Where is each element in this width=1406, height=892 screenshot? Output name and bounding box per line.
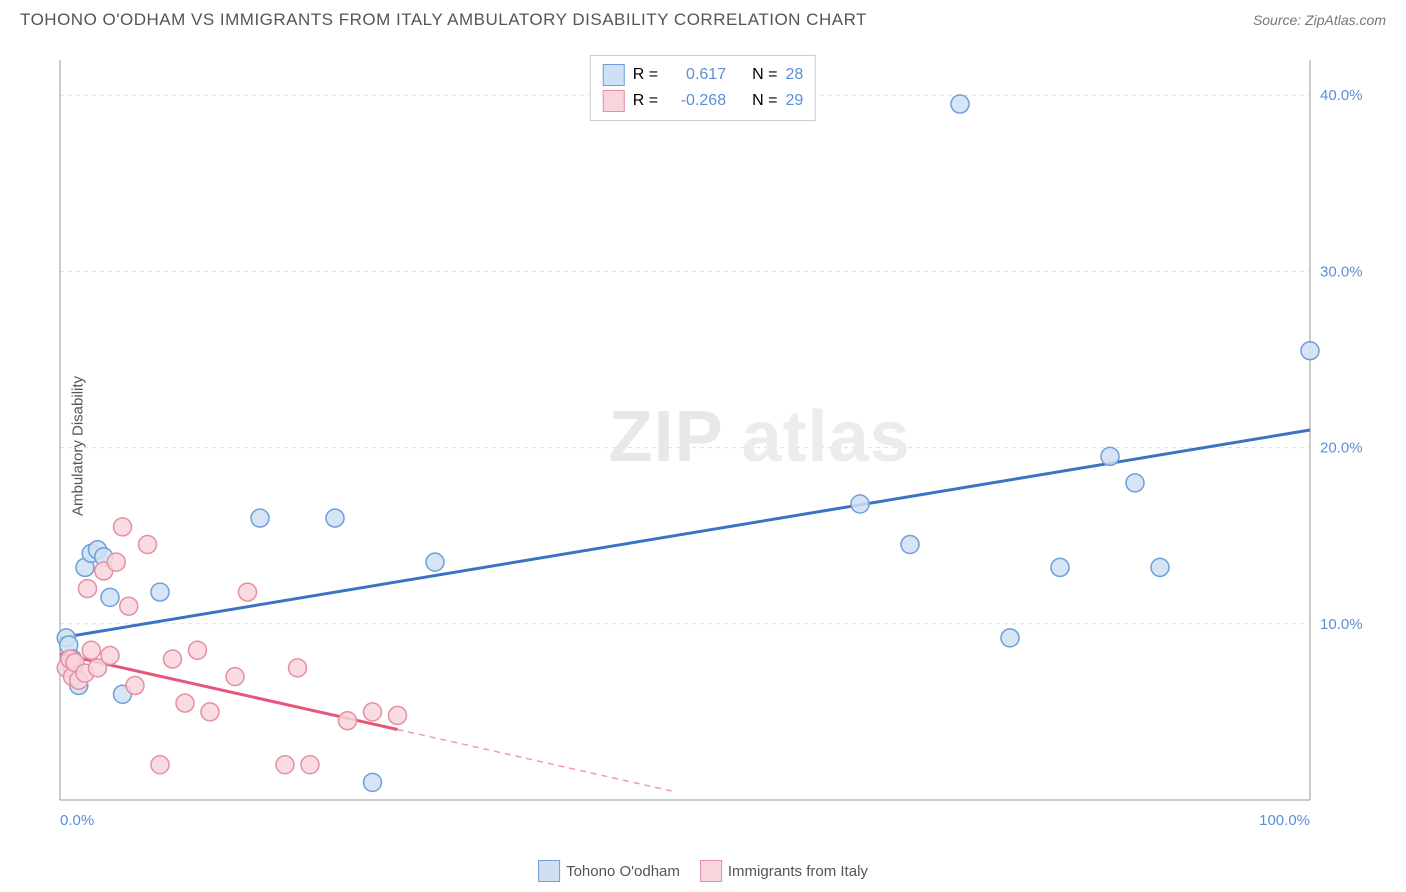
n-value: 28 xyxy=(785,66,803,84)
swatch-icon xyxy=(538,860,560,882)
correlation-legend: R = 0.617 N = 28 R = -0.268 N = 29 xyxy=(590,55,816,121)
legend-row: R = 0.617 N = 28 xyxy=(603,62,803,88)
swatch-icon xyxy=(603,90,625,112)
svg-text:10.0%: 10.0% xyxy=(1320,616,1363,633)
r-label: R = xyxy=(633,92,658,110)
legend-item: Immigrants from Italy xyxy=(700,860,868,882)
source-label: Source: xyxy=(1253,12,1301,28)
n-value: 29 xyxy=(785,92,803,110)
legend-item: Tohono O'odham xyxy=(538,860,680,882)
legend-row: R = -0.268 N = 29 xyxy=(603,88,803,114)
svg-text:atlas: atlas xyxy=(742,397,911,477)
n-label: N = xyxy=(752,92,777,110)
scatter-plot: 10.0% 20.0% 30.0% 40.0% ZIPatlas 0.0% 100.0% xyxy=(50,50,1380,840)
source-name: ZipAtlas.com xyxy=(1305,12,1386,28)
plot-container: 10.0% 20.0% 30.0% 40.0% ZIPatlas 0.0% 100.0% xyxy=(50,50,1380,840)
svg-text:ZIP: ZIP xyxy=(609,397,724,477)
legend-label: Immigrants from Italy xyxy=(728,863,868,880)
svg-text:100.0%: 100.0% xyxy=(1259,812,1310,829)
r-value: -0.268 xyxy=(666,92,726,110)
svg-text:20.0%: 20.0% xyxy=(1320,440,1363,457)
r-label: R = xyxy=(633,66,658,84)
chart-title: TOHONO O'ODHAM VS IMMIGRANTS FROM ITALY … xyxy=(20,10,867,30)
svg-text:40.0%: 40.0% xyxy=(1320,87,1363,104)
series-legend: Tohono O'odham Immigrants from Italy xyxy=(538,860,868,882)
source-citation: Source: ZipAtlas.com xyxy=(1253,12,1386,28)
title-bar: TOHONO O'ODHAM VS IMMIGRANTS FROM ITALY … xyxy=(0,0,1406,35)
svg-text:30.0%: 30.0% xyxy=(1320,263,1363,280)
swatch-icon xyxy=(603,64,625,86)
r-value: 0.617 xyxy=(666,66,726,84)
n-label: N = xyxy=(752,66,777,84)
svg-text:0.0%: 0.0% xyxy=(60,812,94,829)
legend-label: Tohono O'odham xyxy=(566,863,680,880)
swatch-icon xyxy=(700,860,722,882)
